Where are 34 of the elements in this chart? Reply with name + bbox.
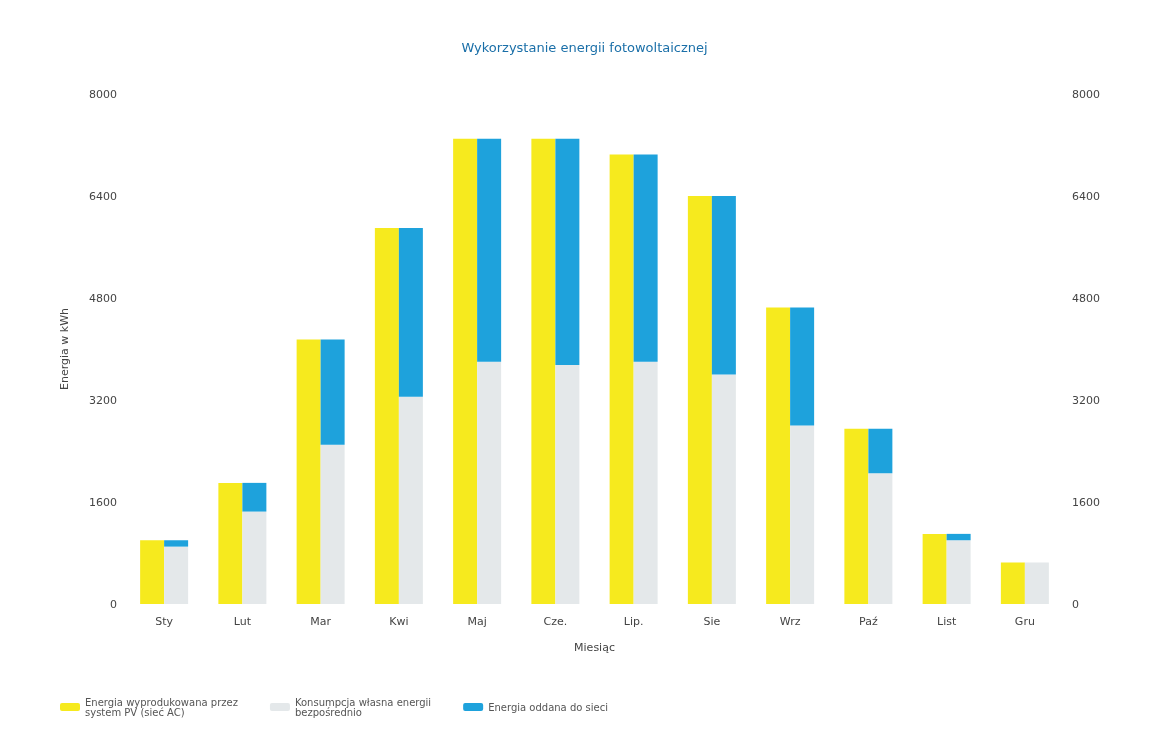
x-tick-label: List	[937, 615, 957, 628]
x-tick-label: Gru	[1014, 615, 1035, 628]
y-tick-label: 4800	[89, 291, 117, 305]
y2-tick-label: 3200	[1072, 393, 1100, 407]
x-tick-label: Cze.	[543, 615, 568, 628]
y-tick-label: 3200	[89, 393, 117, 407]
x-tick-label: Lut	[233, 615, 252, 628]
legend-label: Konsumpcja własna energii bezpośrednio	[294, 696, 432, 718]
bar	[164, 540, 189, 547]
bar	[946, 533, 971, 541]
legend-label: Energia wyprodukowana przez system PV (sieć AC)	[85, 696, 238, 718]
chart-title: Wykorzystanie energii fotowoltaicznej	[461, 40, 708, 55]
x-axis-title: Miesiąc	[574, 641, 615, 654]
y-tick-label: 8000	[89, 87, 117, 101]
y-axis-title: Energia w kWh	[58, 307, 71, 391]
x-tick-label: Wrz	[779, 615, 801, 628]
y-tick-label: 0	[110, 597, 117, 611]
x-tick-label: Lip.	[623, 615, 644, 628]
x-tick-label: Maj	[467, 615, 487, 628]
bar	[868, 428, 893, 474]
legend-label: Energia oddana do sieci	[488, 701, 608, 713]
x-tick-label: Kwi	[389, 615, 409, 628]
x-tick-label: Paź	[859, 615, 878, 628]
y-tick-label: 1600	[89, 495, 117, 509]
x-tick-label: Sie	[703, 615, 721, 628]
y2-tick-label: 6400	[1072, 189, 1100, 203]
y-tick-label: 6400	[89, 189, 117, 203]
x-tick-label: Mar	[310, 615, 332, 628]
y2-tick-label: 8000	[1072, 87, 1100, 101]
y2-tick-label: 0	[1072, 597, 1079, 611]
y2-tick-label: 4800	[1072, 291, 1100, 305]
bar	[242, 482, 267, 512]
y2-tick-label: 1600	[1072, 495, 1100, 509]
x-tick-label: Sty	[155, 615, 174, 628]
